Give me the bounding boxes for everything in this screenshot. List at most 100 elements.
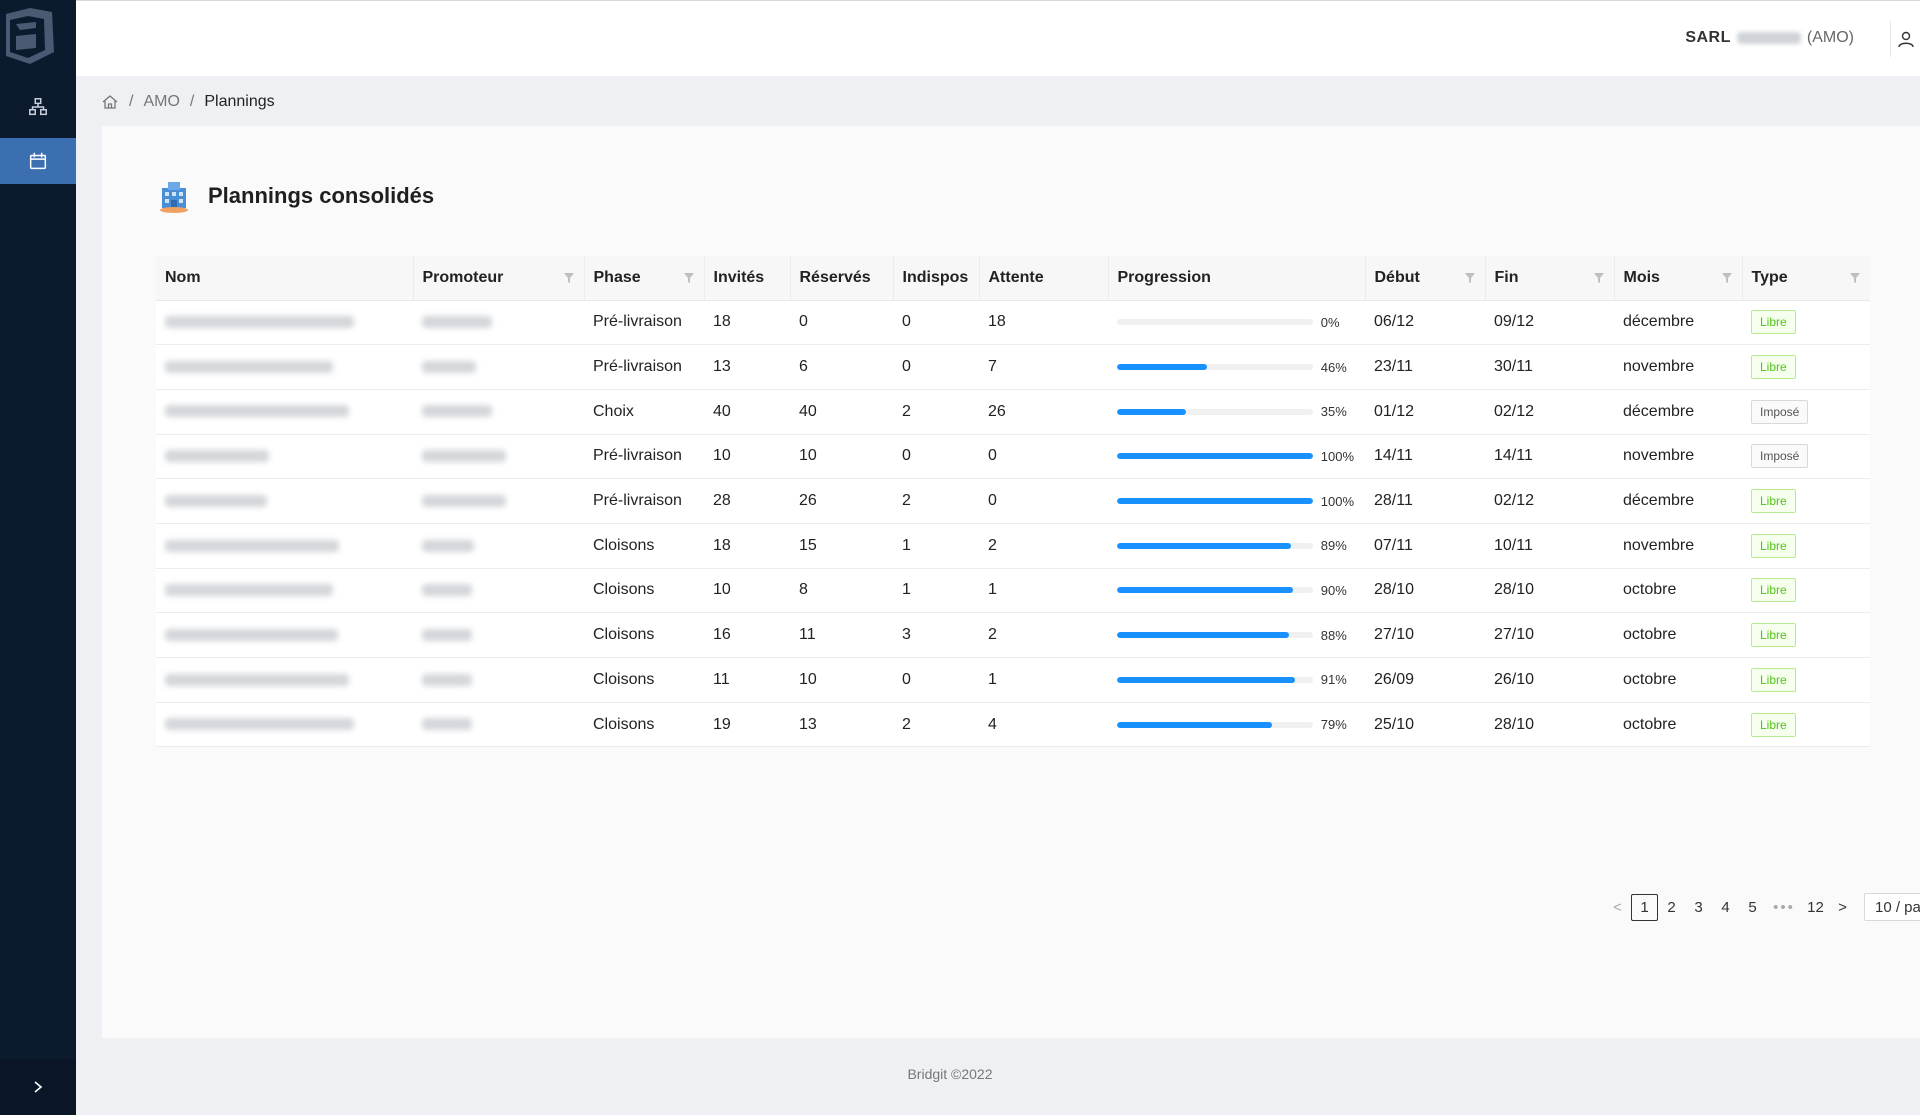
home-icon[interactable] (101, 93, 119, 111)
cell-reserves: 10 (790, 657, 893, 703)
table-row[interactable]: Pré-livraison 28 26 2 0 100% 28/11 02/12 décembr… (156, 478, 1870, 524)
cell-reserves: 13 (790, 702, 893, 748)
cell-debut: 14/11 (1365, 434, 1485, 480)
col-header-fin[interactable]: Fin (1485, 256, 1615, 301)
user-menu-button[interactable] (1890, 21, 1920, 57)
table-row[interactable]: Cloisons 10 8 1 1 90% 28/10 28/10 octobre Libre (156, 568, 1870, 614)
table-row[interactable]: Pré-livraison 18 0 0 18 0% 06/12 09/12 décembre L… (156, 300, 1870, 346)
table-row[interactable]: Cloisons 19 13 2 4 79% 25/10 28/10 octobre Libre (156, 702, 1870, 748)
plannings-table: Nom Promoteur Phase Invités Réservés Ind… (156, 256, 1870, 748)
breadcrumb-separator: / (189, 93, 195, 110)
col-header-mois[interactable]: Mois (1614, 256, 1743, 301)
table-row[interactable]: Pré-livraison 13 6 0 7 46% 23/11 30/11 novembre L… (156, 344, 1870, 390)
col-header-invites: Invités (704, 256, 791, 301)
type-tag: Libre (1751, 712, 1796, 737)
cell-reserves: 6 (790, 344, 893, 390)
cell-nom (156, 702, 413, 748)
cell-mois: novembre (1614, 344, 1742, 390)
progress-bar: 46% (1117, 360, 1356, 375)
col-header-nom[interactable]: Nom (156, 256, 414, 301)
pagination-next-button[interactable]: > (1838, 898, 1847, 916)
redacted-text (165, 539, 340, 552)
cell-debut: 06/12 (1365, 300, 1485, 346)
table-header-row: Nom Promoteur Phase Invités Réservés Ind… (156, 256, 1870, 301)
filter-icon[interactable] (683, 272, 695, 284)
cell-mois: octobre (1614, 657, 1742, 703)
filter-icon[interactable] (563, 272, 575, 284)
progress-track (1117, 319, 1313, 326)
progress-fill (1117, 364, 1208, 371)
cell-type: Libre (1742, 478, 1870, 524)
table-row[interactable]: Cloisons 18 15 1 2 89% 07/11 10/11 novembre Libre (156, 523, 1870, 569)
cell-attente: 7 (979, 344, 1108, 390)
filter-icon[interactable] (1593, 272, 1605, 284)
cell-type: Libre (1742, 300, 1870, 346)
pagination-page-last[interactable]: 12 (1807, 898, 1824, 916)
pagination-page-4[interactable]: 4 (1721, 898, 1730, 916)
progress-bar: 89% (1117, 538, 1356, 553)
cell-nom (156, 434, 413, 480)
calendar-icon (29, 152, 47, 170)
breadcrumb-plannings: Plannings (204, 93, 275, 110)
sidebar-item-plannings[interactable] (0, 138, 76, 184)
col-header-type[interactable]: Type (1742, 256, 1870, 301)
col-header-phase[interactable]: Phase (584, 256, 705, 301)
progress-fill (1117, 408, 1186, 415)
table-row[interactable]: Cloisons 16 11 3 2 88% 27/10 27/10 octobre Libre (156, 612, 1870, 658)
cell-mois: octobre (1614, 568, 1742, 614)
table-row[interactable]: Choix 40 40 2 26 35% 01/12 02/12 décembre Imposé (156, 389, 1870, 435)
user-name-redacted (1736, 32, 1801, 44)
type-tag: Libre (1751, 578, 1796, 603)
logo-icon (6, 8, 54, 64)
table-row[interactable]: Cloisons 11 10 0 1 91% 26/09 26/10 octobre Libre (156, 657, 1870, 703)
filter-icon[interactable] (1849, 272, 1861, 284)
progress-track (1117, 676, 1313, 683)
user-role: (AMO) (1806, 29, 1854, 46)
redacted-text (422, 718, 472, 731)
type-tag: Libre (1751, 310, 1796, 335)
breadcrumb-amo[interactable]: AMO (143, 93, 180, 110)
cell-type: Libre (1742, 523, 1870, 569)
cell-debut: 28/10 (1365, 568, 1485, 614)
redacted-text (165, 584, 333, 597)
cell-debut: 27/10 (1365, 612, 1485, 658)
type-tag: Libre (1751, 667, 1796, 692)
cell-mois: décembre (1614, 478, 1742, 524)
cell-type: Imposé (1742, 389, 1870, 435)
progress-fill (1117, 453, 1313, 460)
cell-indispos: 2 (893, 478, 979, 524)
table-row[interactable]: Pré-livraison 10 10 0 0 100% 14/11 14/11 novembr… (156, 434, 1870, 480)
progress-track (1117, 632, 1313, 639)
cell-indispos: 1 (893, 568, 979, 614)
page-size-select[interactable]: 10 / page ⌄ (1864, 893, 1920, 921)
cell-invites: 28 (704, 478, 790, 524)
col-header-promoteur[interactable]: Promoteur (413, 256, 585, 301)
cell-indispos: 2 (893, 702, 979, 748)
pagination-ellipsis[interactable]: ••• (1773, 898, 1795, 916)
type-tag: Libre (1751, 533, 1796, 558)
col-header-debut[interactable]: Début (1365, 256, 1486, 301)
pagination-page-5[interactable]: 5 (1748, 898, 1757, 916)
network-icon (29, 98, 47, 116)
progress-bar: 35% (1117, 404, 1356, 419)
pagination-page-2[interactable]: 2 (1667, 898, 1676, 916)
pagination-page-3[interactable]: 3 (1694, 898, 1703, 916)
type-tag: Libre (1751, 623, 1796, 648)
app-logo[interactable] (0, 0, 76, 74)
progress-label: 46% (1320, 359, 1347, 375)
sidebar-item-structure[interactable] (0, 84, 76, 130)
redacted-text (422, 405, 492, 418)
sidebar-collapse-button[interactable] (0, 1059, 76, 1115)
cell-reserves: 0 (790, 300, 893, 346)
cell-phase: Choix (584, 389, 704, 435)
cell-fin: 02/12 (1485, 389, 1614, 435)
filter-icon[interactable] (1464, 272, 1476, 284)
cell-type: Libre (1742, 344, 1870, 390)
pagination-page-1[interactable]: 1 (1631, 893, 1658, 921)
cell-indispos: 0 (893, 344, 979, 390)
cell-fin: 28/10 (1485, 702, 1614, 748)
cell-progression: 0% (1108, 300, 1365, 346)
user-icon (1897, 31, 1914, 48)
pagination-prev-button[interactable]: < (1613, 898, 1622, 916)
filter-icon[interactable] (1721, 272, 1733, 284)
